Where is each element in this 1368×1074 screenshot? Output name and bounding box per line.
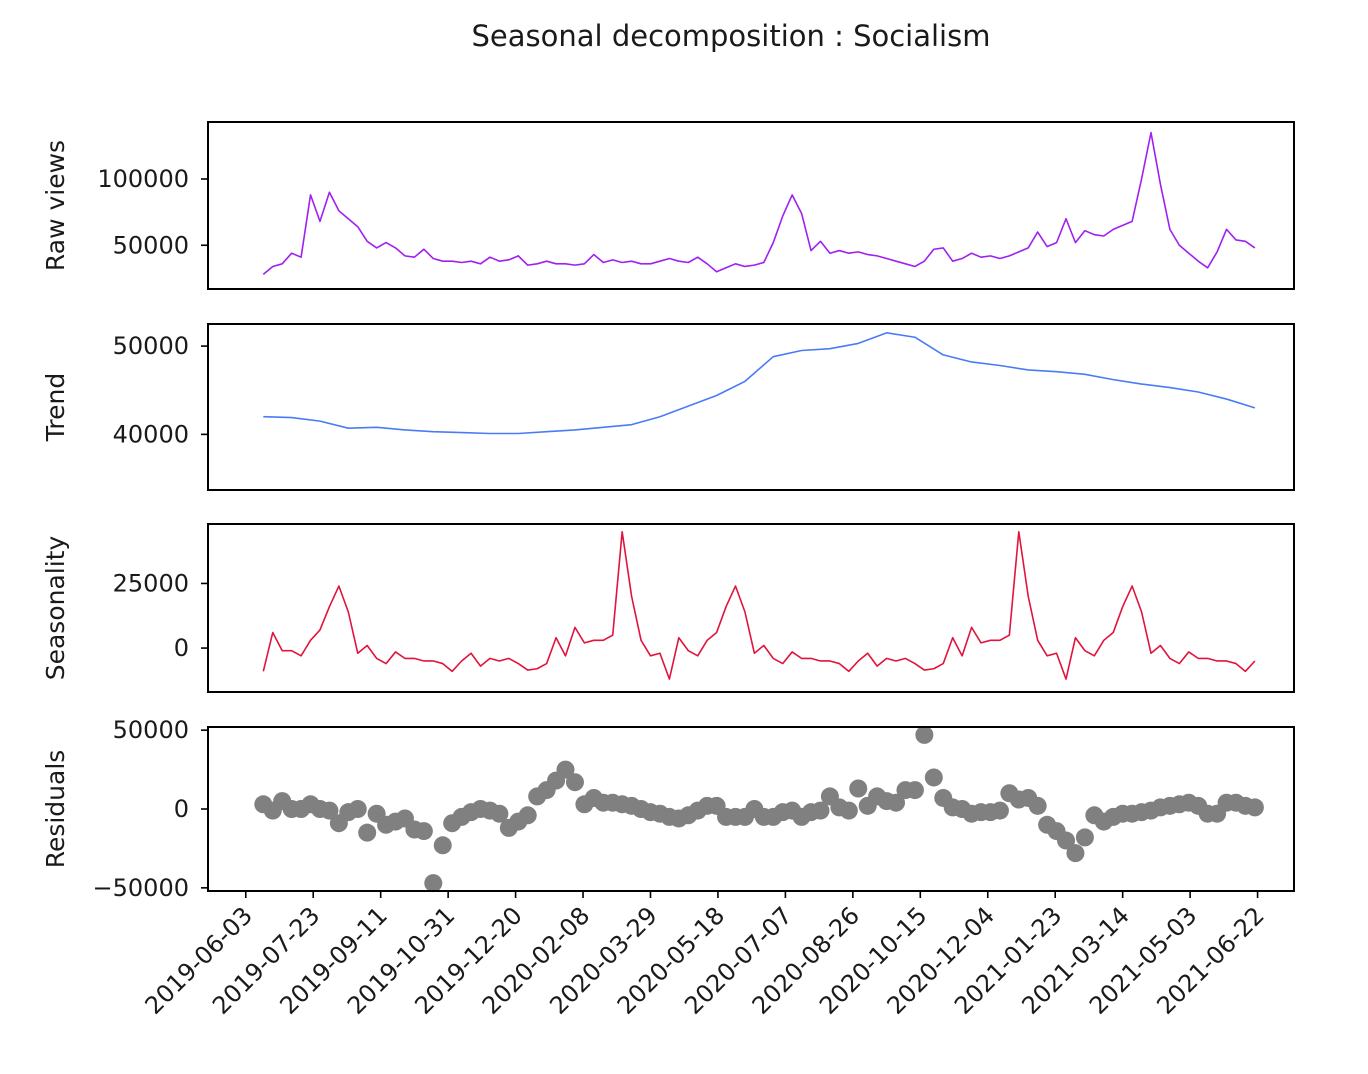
panel-frame-trend (207, 323, 1295, 491)
residual-point (915, 725, 934, 744)
panel-seasonality: 0 25000 Seasonality (41, 523, 1295, 693)
residual-point (887, 793, 906, 812)
panel-raw: 50000 100000 Raw views (41, 121, 1295, 290)
residual-point (924, 768, 943, 787)
y-tick-label: 0 (174, 795, 189, 823)
residual-point (556, 760, 575, 779)
series-line-trend (263, 332, 1256, 435)
panels: 50000 100000 Raw views 40000 50000 Trend 0 2500… (41, 121, 1295, 902)
y-tick-label: 25000 (113, 569, 189, 597)
residual-point (1066, 844, 1085, 863)
residual-point (358, 823, 377, 842)
residual-point (811, 801, 830, 820)
y-axis-label-raw: Raw views (41, 140, 70, 271)
residual-point (839, 801, 858, 820)
residual-point (414, 822, 433, 841)
y-tick-label: 50000 (113, 332, 189, 360)
residual-point (905, 781, 924, 800)
y-tick-label: 0 (174, 634, 189, 662)
panel-frame-seasonality (207, 523, 1295, 693)
residual-point (849, 779, 868, 798)
residual-point (1028, 796, 1047, 815)
y-axis-label-trend: Trend (41, 373, 70, 442)
panel-frame-raw (207, 121, 1295, 290)
residual-point (320, 801, 339, 820)
residual-point (518, 806, 537, 825)
residual-point (1075, 828, 1094, 847)
x-axis: 2019-06-032019-07-232019-09-112019-10-31… (140, 891, 1270, 1020)
y-axis-label-residuals: Residuals (41, 750, 70, 869)
residual-point (433, 836, 452, 855)
residual-point (348, 800, 367, 818)
y-tick-label: 50000 (113, 716, 189, 744)
series-line-raw (262, 131, 1256, 276)
y-axis-label-seasonality: Seasonality (41, 536, 70, 681)
panel-residuals: −50000 0 50000 Residuals (41, 716, 1295, 902)
residual-point (424, 874, 443, 893)
y-tick-label: 100000 (97, 165, 189, 193)
residual-point (1057, 831, 1076, 850)
y-tick-label: 50000 (113, 231, 189, 259)
residual-point (490, 804, 509, 823)
y-tick-label: −50000 (93, 874, 189, 902)
panel-trend: 40000 50000 Trend (41, 323, 1295, 491)
residual-point (1245, 798, 1264, 817)
series-line-seasonality (262, 530, 1256, 680)
residual-point (990, 801, 1009, 820)
chart-title: Seasonal decomposition : Socialism (472, 19, 991, 53)
y-tick-label: 40000 (113, 420, 189, 448)
residual-point (565, 773, 584, 792)
